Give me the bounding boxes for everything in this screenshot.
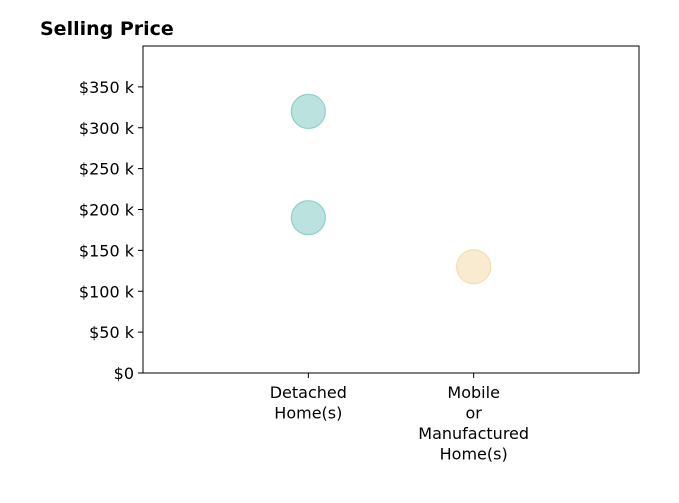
data-point xyxy=(456,249,492,285)
x-tick-label: Mobile or Manufactured Home(s) xyxy=(418,383,529,464)
x-tick-label-line: Home(s) xyxy=(274,404,342,423)
y-tick-label: $50 k xyxy=(89,323,135,342)
y-tick-label: $350 k xyxy=(79,78,135,97)
x-axis: Detached Home(s) Mobile or Manufactured Home(… xyxy=(270,373,529,464)
y-tick-label: $200 k xyxy=(79,201,135,220)
x-tick-label-line: Manufactured xyxy=(418,424,529,443)
y-tick-label: $150 k xyxy=(79,241,135,260)
y-tick-label: $250 k xyxy=(79,160,135,179)
y-axis: $0 $50 k $100 k $150 k $200 k $250 k $300 k $35… xyxy=(79,78,143,383)
y-tick-label: $300 k xyxy=(79,119,135,138)
x-tick-label-line: Detached xyxy=(270,383,347,402)
x-tick-label-line: Mobile xyxy=(447,383,499,402)
x-tick-label-line: Home(s) xyxy=(440,445,508,464)
x-tick-label: Detached Home(s) xyxy=(270,383,347,423)
y-tick-label: $0 xyxy=(114,364,134,383)
data-points xyxy=(290,93,492,285)
plot-area-frame xyxy=(142,45,640,374)
x-tick-label-line: or xyxy=(465,404,482,423)
data-point xyxy=(290,93,326,130)
data-point xyxy=(290,200,326,236)
y-tick-label: $100 k xyxy=(79,282,135,301)
chart-title: Selling Price xyxy=(40,18,174,40)
